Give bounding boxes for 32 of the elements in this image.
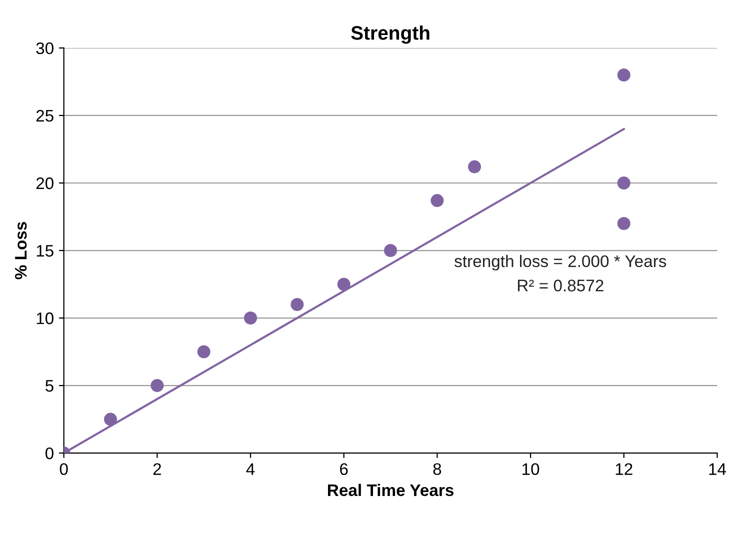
point	[197, 345, 210, 358]
x-tick-label: 14	[709, 463, 726, 475]
x-tick-label: 0	[60, 463, 68, 476]
x-tick-label: 10	[522, 463, 540, 476]
point	[617, 217, 630, 230]
x-tick-label: 12	[616, 463, 632, 475]
point	[104, 412, 118, 426]
y-tick-label: 5	[46, 380, 54, 392]
x-tick-label: 8	[433, 463, 442, 476]
point	[468, 160, 482, 174]
x-axis-title: Real Time Years	[328, 484, 454, 496]
y-tick-label: 30	[36, 42, 54, 54]
point	[430, 194, 444, 208]
x-tick-label: 4	[246, 463, 255, 475]
y-tick-label: 20	[36, 177, 54, 190]
y-tick-label: 15	[36, 245, 54, 257]
y-tick-label: 0	[45, 447, 54, 460]
point	[337, 278, 350, 291]
point	[617, 68, 630, 82]
annotation: strength loss = 2.000 * Years	[454, 254, 666, 270]
point	[384, 244, 398, 258]
y-tick-label: 10	[36, 312, 54, 324]
annotation: R² = 0.8572	[518, 280, 604, 292]
point	[290, 298, 304, 312]
point	[617, 176, 630, 190]
point	[150, 379, 164, 392]
x-tick-label: 6	[340, 463, 348, 476]
x-tick-label: 2	[153, 463, 161, 475]
point	[244, 312, 258, 325]
y-axis-title: % Loss	[14, 222, 27, 280]
chart-title: Strength	[351, 26, 430, 44]
y-tick-label: 25	[36, 110, 54, 122]
